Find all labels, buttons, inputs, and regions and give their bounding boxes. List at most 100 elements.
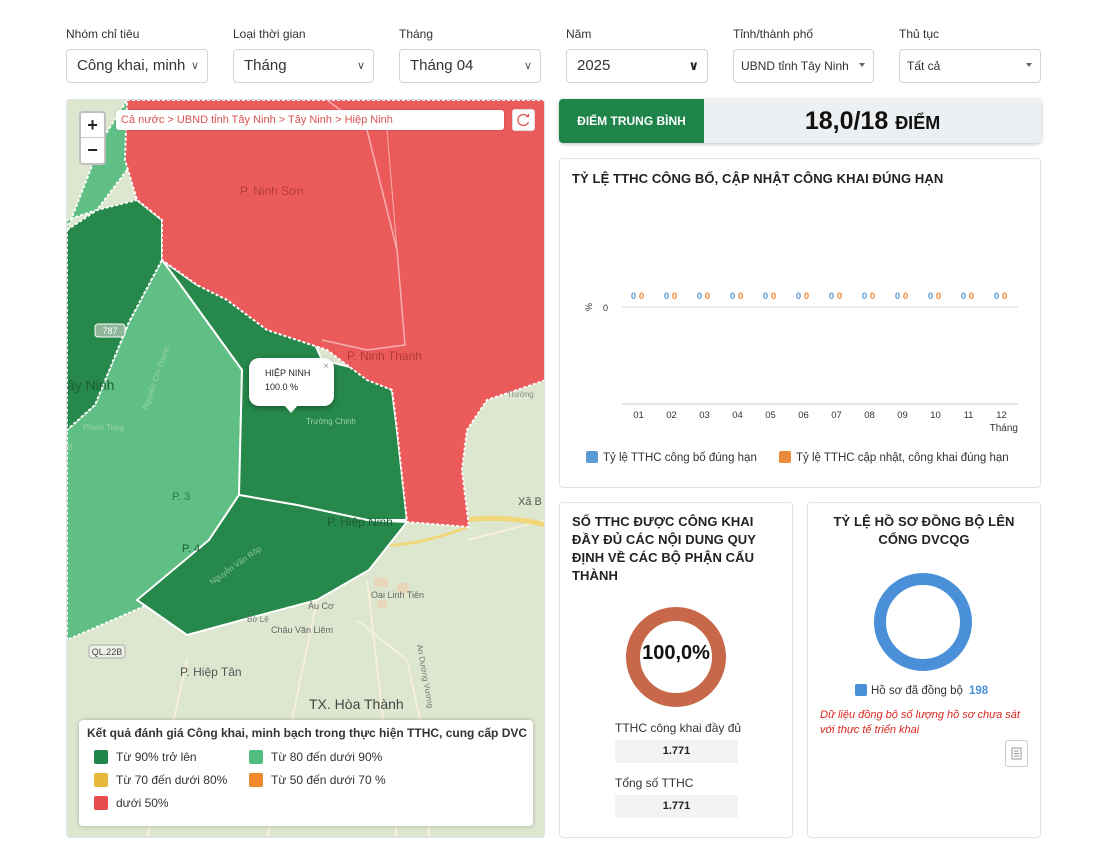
year-select[interactable]: 2025 ∨ (566, 49, 708, 83)
data-label: 0 (961, 291, 966, 302)
filter-label: Tỉnh/thành phố (733, 27, 814, 41)
x-tick-label: 05 (765, 410, 776, 421)
data-label: 0 (796, 291, 801, 302)
map-label-au-co: Âu Cơ (308, 601, 334, 611)
data-label: 0 (895, 291, 900, 302)
filter-label: Năm (566, 27, 592, 41)
select-value: Tháng 04 (410, 57, 474, 74)
chart-title-line: ĐỊNH VỀ CÁC BỘ PHẬN CẤU (572, 550, 755, 565)
x-tick-label: 09 (897, 410, 908, 421)
legend-swatch (94, 773, 108, 787)
x-tick-label: 04 (732, 410, 743, 421)
data-label: 0 (994, 291, 999, 302)
chevron-down-icon: ∨ (688, 58, 699, 73)
refresh-button[interactable] (512, 109, 535, 131)
zoom-in-button[interactable]: + (81, 113, 104, 138)
data-label: 0 (639, 291, 644, 302)
map-label-truong-chinh: Trường Chinh (306, 417, 356, 426)
map-breadcrumb[interactable]: Cả nước > UBND tỉnh Tây Ninh > Tây Ninh … (116, 110, 504, 130)
legend-label: Tỷ lệ TTHC công bố đúng hạn (603, 452, 757, 464)
data-label: 0 (672, 291, 677, 302)
legend-item: Từ 70 đến dưới 80% (94, 773, 227, 787)
data-label: 0 (763, 291, 768, 302)
filter-label: Thủ tục (899, 27, 940, 41)
stat-value: 1.771 (615, 740, 738, 763)
road-shield-787-label: 787 (102, 326, 117, 336)
time-type-select[interactable]: Tháng ∨ (233, 49, 374, 83)
y-tick-label: 0 (603, 303, 608, 313)
legend-swatch (586, 451, 598, 463)
caret-down-icon (1026, 63, 1032, 67)
sync-rate-card: TỶ LỆ HỒ SƠ ĐỒNG BỘ LÊN CỔNG DVCQG Hồ sơ… (807, 502, 1041, 838)
data-label: 0 (1002, 291, 1007, 302)
legend-title: Kết quả đánh giá Công khai, minh bạch tr… (87, 726, 528, 740)
legend-item-synced[interactable]: Hồ sơ đã đồng bộ 198 (855, 684, 988, 697)
legend-swatch (94, 796, 108, 810)
legend-label: Hồ sơ đã đồng bộ (871, 685, 963, 697)
filter-time-type: Loại thời gian Tháng ∨ (233, 26, 374, 83)
map-label-p4: P. 4 (182, 543, 200, 555)
map-label-oai-linh-tien: Oai Linh Tiên (371, 590, 424, 600)
data-label: 0 (936, 291, 941, 302)
legend-label: Từ 70 đến dưới 80% (116, 773, 228, 787)
legend-swatch (779, 451, 791, 463)
province-select[interactable]: UBND tỉnh Tây Ninh (733, 49, 874, 83)
chevron-down-icon: ∨ (523, 60, 532, 72)
data-label: 0 (837, 291, 842, 302)
popup-region-value: 100.0 % (265, 382, 299, 392)
legend-swatch (94, 750, 108, 764)
map-label-tay-ninh: ây Ninh (67, 377, 114, 393)
filter-year: Năm 2025 ∨ (566, 26, 708, 83)
legend-item: dưới 50% (94, 796, 169, 810)
road-shield-ql22b (88, 644, 126, 659)
filter-label: Tháng (399, 27, 434, 41)
legend-swatch (249, 750, 263, 764)
data-label: 0 (804, 291, 809, 302)
chart-title: TỶ LỆ HỒ SƠ ĐỒNG BỘ LÊN CỔNG DVCQG (808, 513, 1040, 549)
data-label: 0 (969, 291, 974, 302)
y-axis-label: % (584, 303, 594, 311)
map-label-hoa-thanh: TX. Hòa Thành (309, 696, 404, 712)
zoom-control: + − (79, 111, 106, 165)
data-label: 0 (862, 291, 867, 302)
procedure-select[interactable]: Tất cả (899, 49, 1041, 83)
zoom-out-button[interactable]: − (87, 140, 98, 160)
details-button[interactable] (1005, 740, 1028, 767)
map-label-pham-tung: Phạm Tung (83, 423, 124, 432)
legend-item-published[interactable]: Tỷ lệ TTHC công bố đúng hạn (586, 451, 757, 464)
data-label: 0 (730, 291, 735, 302)
donut-chart (626, 607, 726, 707)
close-icon[interactable]: × (323, 361, 329, 372)
filter-province: Tỉnh/thành phố UBND tỉnh Tây Ninh (733, 26, 874, 83)
document-icon (1011, 747, 1022, 760)
caret-down-icon (859, 63, 865, 67)
month-select[interactable]: Tháng 04 ∨ (399, 49, 541, 83)
indicator-group-select[interactable]: Công khai, minh ∨ (66, 49, 208, 83)
data-label: 0 (664, 291, 669, 302)
legend-label: Từ 90% trở lên (116, 750, 197, 764)
road-shield-787 (94, 323, 126, 338)
data-label: 0 (771, 291, 776, 302)
map-label-e: e (67, 441, 73, 453)
data-warning-note: Dữ liệu đồng bộ số lượng hồ sơ chưa sát … (820, 709, 1020, 736)
donut-percent: 100,0% (642, 642, 710, 664)
legend-swatch (249, 773, 263, 787)
map-label-hiep-tan: P. Hiệp Tân (180, 665, 242, 679)
chart-title-line: THÀNH (572, 568, 618, 583)
legend-label: dưới 50% (116, 796, 169, 810)
select-value: 2025 (577, 57, 611, 74)
popup-region-name: HIỆP NINH (265, 368, 311, 378)
map-panel[interactable]: P. Ninh Sơn P. Ninh Thạnh ây Ninh P. Hiệ… (66, 99, 545, 838)
chart-title: SỐ TTHC ĐƯỢC CÔNG KHAI ĐẦY ĐỦ CÁC NỘI DU… (572, 513, 756, 585)
map-label-bo-le: Bờ Lê (247, 615, 269, 624)
data-label: 0 (870, 291, 875, 302)
donut-chart (874, 573, 972, 671)
chart-title-line: SỐ TTHC ĐƯỢC CÔNG KHAI (572, 514, 754, 529)
legend-item: Từ 50 đến dưới 70 % (249, 773, 386, 787)
data-label: 0 (903, 291, 908, 302)
legend-item-updated[interactable]: Tỷ lệ TTHC cập nhật, công khai đúng hạn (779, 451, 1009, 464)
data-label: 0 (705, 291, 710, 302)
region-popup: × HIỆP NINH 100.0 % (249, 358, 334, 413)
refresh-icon (517, 113, 530, 127)
average-score-label: ĐIỂM TRUNG BÌNH (559, 99, 704, 143)
